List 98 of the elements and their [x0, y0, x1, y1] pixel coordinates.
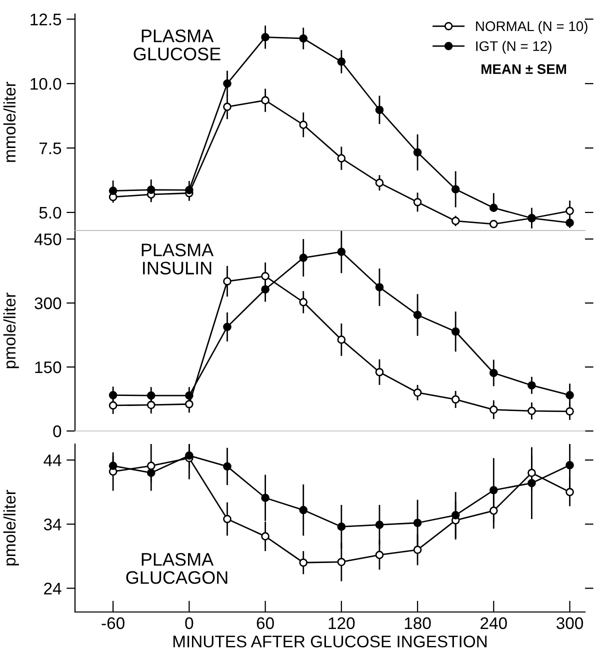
x-tick-label: 0 [185, 617, 194, 630]
point [413, 518, 422, 528]
point [375, 106, 384, 114]
point [108, 401, 118, 410]
point [337, 154, 346, 162]
point [299, 120, 308, 129]
point [146, 462, 156, 470]
text: PLASMA INSULIN [142, 244, 214, 274]
point [489, 220, 498, 228]
point [261, 532, 270, 541]
point [108, 462, 118, 470]
point [489, 406, 498, 414]
point [451, 511, 460, 520]
point [223, 277, 232, 286]
point [489, 204, 498, 212]
point [299, 254, 308, 262]
point [185, 451, 194, 460]
point [223, 514, 232, 524]
y-tick-label: 44 [44, 454, 62, 466]
x-tick-label: 240 [480, 617, 507, 630]
y-tick-label: 300 [34, 297, 62, 310]
point [337, 522, 346, 531]
y-tick-label: 7.5 [39, 142, 62, 154]
y-tick-label: 150 [35, 361, 62, 374]
point [375, 283, 384, 292]
point [146, 400, 156, 410]
point [299, 298, 308, 306]
y-tick-label: 34 [44, 518, 62, 530]
legend-label: IGT (N = 12) [476, 40, 552, 54]
point [108, 391, 118, 400]
point [261, 285, 270, 294]
point [375, 368, 384, 376]
point [337, 336, 346, 344]
text: PLASMA GLUCOSE [134, 29, 220, 60]
point [528, 468, 536, 478]
point [528, 381, 536, 390]
point [261, 96, 270, 105]
point [528, 478, 536, 488]
point [261, 33, 270, 42]
point [566, 460, 574, 470]
point [299, 34, 308, 43]
x-tick-label: 120 [328, 617, 355, 630]
point [566, 407, 574, 416]
point [375, 178, 384, 187]
point [337, 58, 346, 66]
annotation: MEAN ± SEM [482, 64, 566, 74]
point [566, 218, 574, 227]
x-tick-label: 180 [404, 617, 431, 630]
point [489, 486, 498, 494]
point [566, 488, 574, 496]
x-tick-label: -60 [102, 617, 124, 630]
point [337, 248, 346, 256]
point [528, 406, 536, 416]
point [566, 391, 574, 400]
point [299, 506, 308, 514]
point [413, 546, 422, 554]
point [108, 186, 118, 195]
point [489, 506, 498, 515]
point [566, 206, 574, 216]
point [146, 391, 156, 400]
x-axis-title: MINUTES AFTER GLUCOSE INGESTION [173, 636, 487, 648]
point [375, 550, 384, 560]
point [185, 400, 194, 408]
point [261, 494, 270, 502]
point [185, 391, 194, 400]
y-tick-label: 10.0 [30, 78, 62, 90]
point [413, 198, 422, 206]
point [261, 272, 270, 280]
point [146, 186, 156, 194]
y-tick-label: 24 [44, 582, 62, 594]
point [185, 186, 194, 194]
y-tick-label: 12.5 [30, 14, 62, 26]
x-tick-label: 300 [556, 617, 584, 630]
x-tick-label: 60 [256, 617, 274, 630]
point [451, 216, 460, 226]
point [451, 395, 460, 404]
y-tick-label: 450 [34, 233, 62, 246]
point [413, 310, 422, 320]
point [223, 322, 232, 332]
point [299, 558, 308, 567]
point [223, 102, 232, 111]
y-axis-title: mmole/liter [3, 82, 16, 162]
y-axis-title: pmole/liter [3, 292, 19, 368]
point [223, 462, 232, 471]
point [413, 388, 422, 397]
point [146, 468, 156, 478]
text: PLASMA GLUCAGON [126, 552, 228, 584]
point [451, 185, 460, 194]
point [451, 327, 460, 336]
point [337, 558, 346, 566]
y-tick-label: 5.0 [39, 206, 62, 219]
y-axis-title: pmole/liter [3, 490, 19, 566]
point [375, 520, 384, 529]
point [489, 368, 498, 378]
point [413, 148, 422, 157]
point [223, 79, 232, 88]
y-tick-label: 0 [53, 425, 62, 438]
legend-label: NORMAL (N = 10) [476, 20, 588, 34]
